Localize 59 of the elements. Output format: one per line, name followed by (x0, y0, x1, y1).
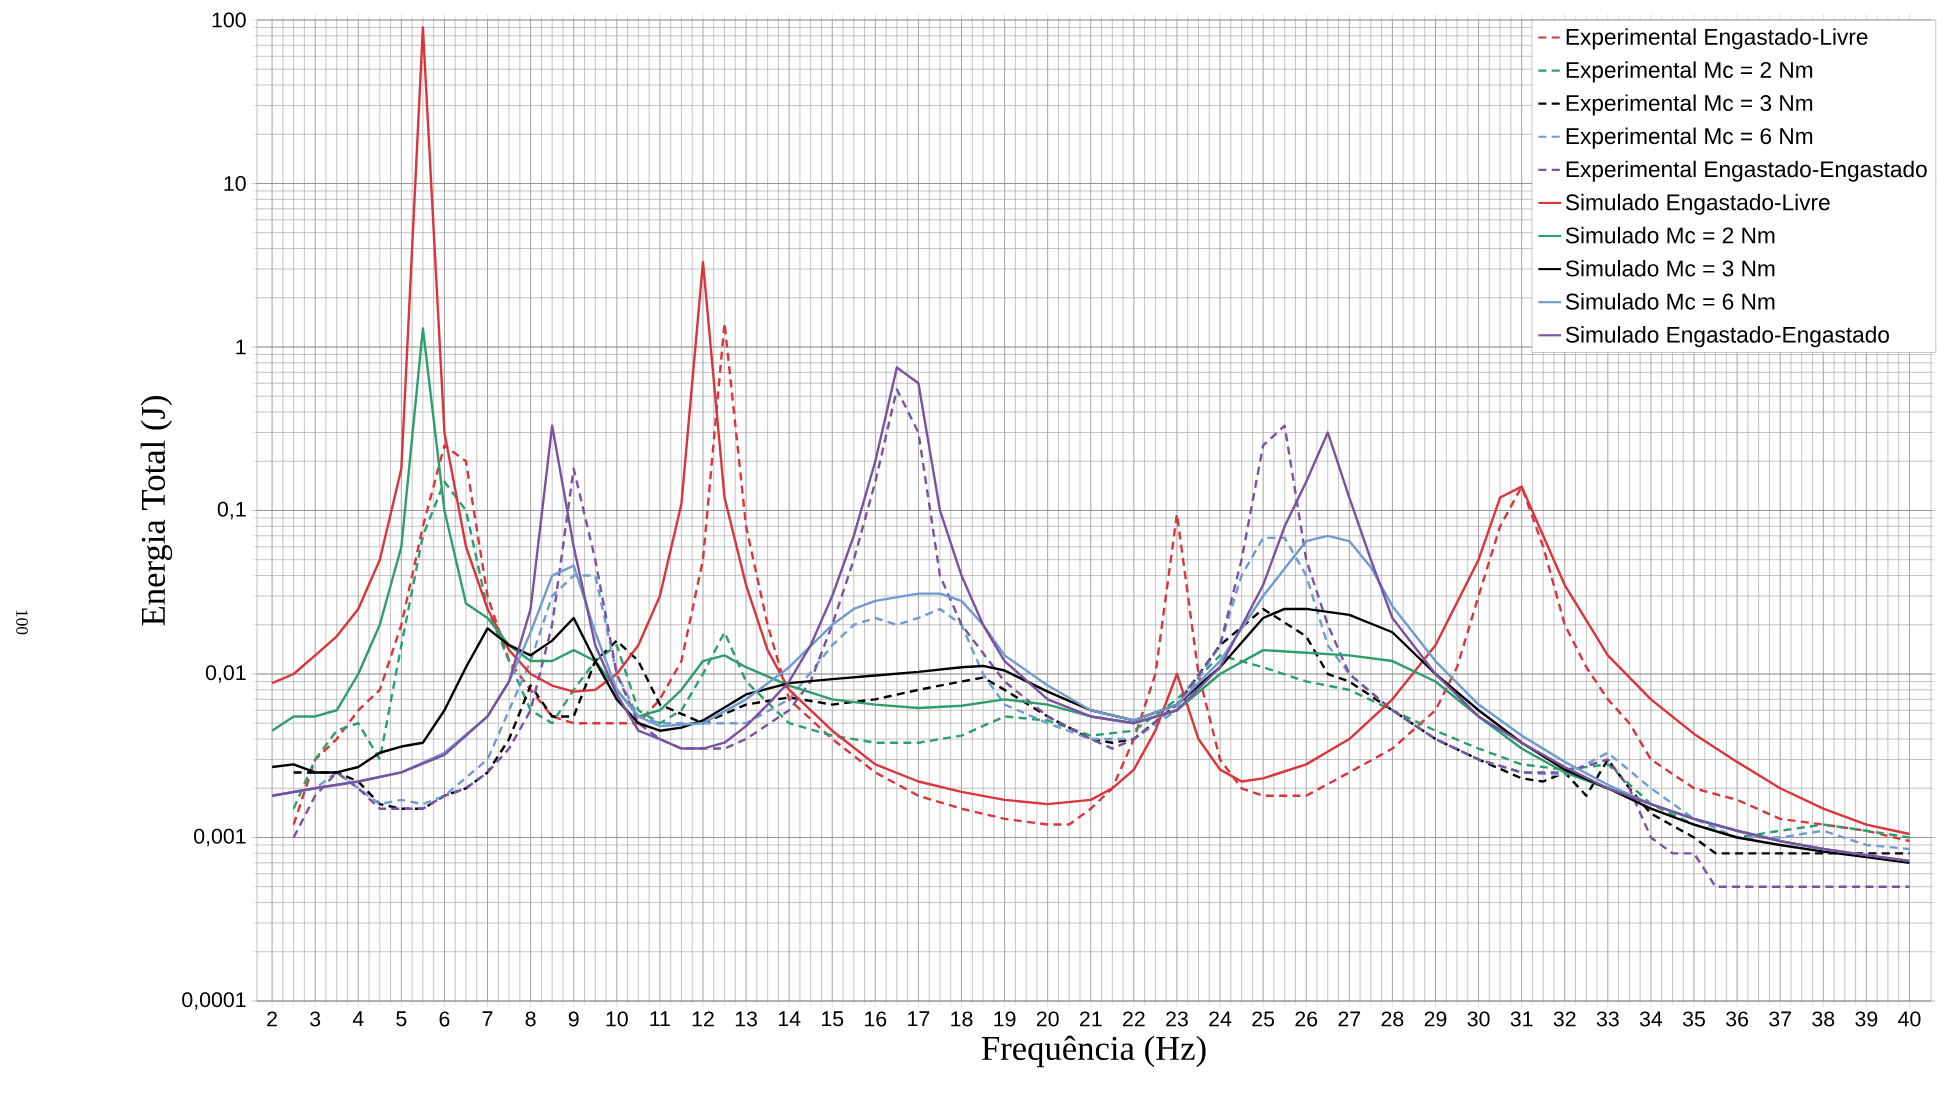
y-tick-label: 0,001 (194, 828, 246, 847)
x-tick-label: 33 (1596, 1011, 1619, 1027)
y-tick-label: 10 (224, 175, 246, 192)
y-tick-label: 0,01 (205, 665, 246, 683)
x-axis-title: Frequência (Hz) (981, 1035, 1206, 1068)
legend-label: Experimental Mc = 3 Nm (1566, 94, 1813, 116)
x-tick-label: 37 (1769, 1011, 1791, 1027)
legend-label: Simulado Engastado-Livre (1565, 193, 1830, 215)
legend-label: Simulado Mc = 6 Nm (1565, 293, 1775, 310)
x-tick-label: 40 (1898, 1011, 1921, 1027)
x-tick-label: 31 (1510, 1011, 1533, 1027)
x-tick-label: 16 (865, 1011, 887, 1027)
x-tick-label: 8 (525, 1011, 536, 1027)
x-tick-label: 18 (951, 1011, 973, 1027)
legend-label: Simulado Engastado-Engastado (1565, 326, 1889, 348)
x-tick-label: 30 (1467, 1011, 1490, 1027)
x-tick-label: 32 (1553, 1011, 1576, 1027)
x-tick-label: 3 (310, 1011, 321, 1027)
x-tick-label: 38 (1812, 1011, 1835, 1027)
legend-label: Experimental Engastado-Livre (1566, 28, 1868, 50)
x-tick-label: 36 (1726, 1011, 1749, 1027)
x-tick-label: 23 (1166, 1011, 1188, 1027)
x-tick-label: 12 (692, 1011, 714, 1027)
legend-label: Simulado Mc = 2 Nm (1565, 226, 1775, 244)
x-tick-label: 22 (1123, 1011, 1145, 1027)
x-tick-label: 21 (1079, 1011, 1102, 1027)
x-tick-label: 20 (1036, 1011, 1059, 1027)
x-tick-label: 14 (778, 1011, 801, 1027)
x-tick-label: 7 (482, 1011, 493, 1027)
x-tick-label: 11 (650, 1011, 670, 1027)
x-tick-label: 10 (606, 1011, 628, 1027)
x-tick-label: 28 (1381, 1011, 1404, 1027)
y-tick-label: 0,0001 (182, 992, 246, 1010)
x-tick-label: 13 (735, 1011, 757, 1027)
x-tick-label: 39 (1855, 1011, 1878, 1027)
x-tick-label: 15 (822, 1011, 844, 1027)
x-tick-label: 2 (267, 1011, 277, 1027)
x-tick-label: 17 (908, 1011, 930, 1027)
text: 100 (16, 610, 28, 635)
x-tick-label: 4 (352, 1011, 364, 1027)
legend-label: Experimental Mc = 6 Nm (1566, 127, 1813, 149)
legend-label: Experimental Engastado-Engastado (1566, 160, 1927, 182)
y-tick-label: 100 (212, 12, 246, 28)
x-tick-label: 6 (439, 1011, 450, 1027)
legend-label: Experimental Mc = 2 Nm (1566, 61, 1813, 83)
x-tick-label: 19 (994, 1011, 1016, 1027)
y-axis-title: Energia Total (J) (140, 396, 173, 626)
x-tick-label: 34 (1639, 1011, 1663, 1027)
x-tick-label: 35 (1682, 1011, 1705, 1027)
x-tick-label: 9 (568, 1011, 579, 1027)
y-tick-label: 0,1 (217, 501, 246, 520)
x-tick-label: 29 (1424, 1011, 1447, 1027)
x-tick-label: 26 (1295, 1011, 1318, 1027)
legend-label: Simulado Mc = 3 Nm (1565, 259, 1775, 277)
x-tick-label: 5 (396, 1011, 407, 1027)
x-tick-label: 25 (1252, 1011, 1275, 1027)
x-tick-label: 24 (1209, 1011, 1232, 1027)
y-tick-label: 1 (236, 339, 246, 355)
x-tick-label: 27 (1338, 1011, 1361, 1027)
